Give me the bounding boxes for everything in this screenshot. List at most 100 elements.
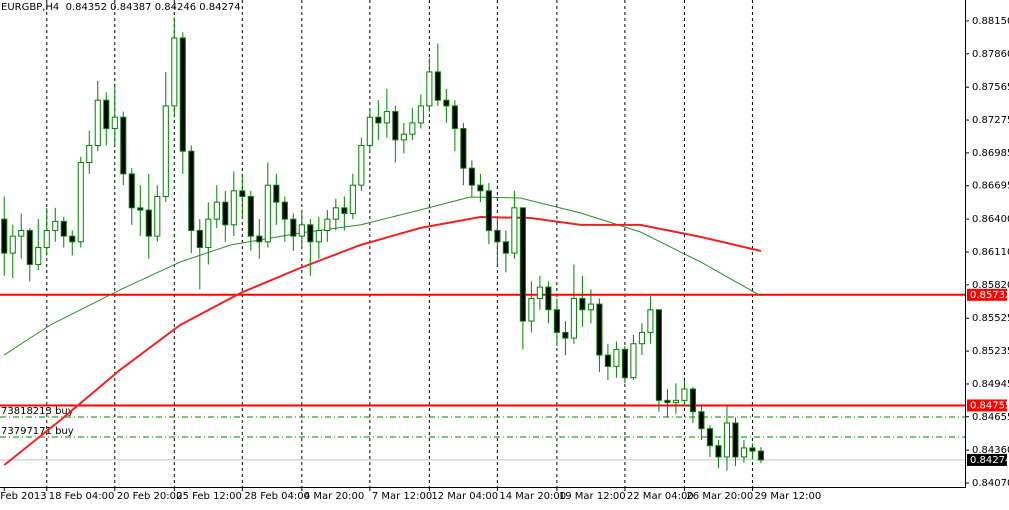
candle-body [298, 224, 305, 237]
bid-label-box [967, 453, 1007, 466]
candle-body [400, 133, 407, 141]
candle-body [188, 150, 195, 231]
y-tick-label: 0.84655 [972, 412, 1009, 423]
candle-body [77, 162, 84, 243]
x-tick-label: Feb 2013 [0, 491, 46, 502]
moving-average [3, 215, 762, 466]
candle-body [69, 235, 76, 243]
candle-body [698, 411, 705, 430]
x-tick-label: 7 Mar 12:00 [372, 491, 432, 502]
y-tick-label: 0.85525 [972, 313, 1009, 324]
candle-body [137, 207, 144, 211]
candle-body [664, 399, 671, 404]
candle-body [307, 224, 314, 243]
y-tick-label: 0.87275 [972, 115, 1009, 126]
candle-body [222, 201, 229, 226]
candle-body [103, 99, 110, 130]
candle-body [281, 201, 288, 220]
candle-body [587, 303, 594, 311]
candle-body [689, 388, 696, 413]
level-label: 0.85732 [970, 290, 1009, 301]
order-label: 73797171 buy [1, 426, 74, 437]
level-label-box [967, 399, 1007, 412]
candle-body [18, 229, 25, 237]
candle-body [638, 331, 645, 345]
candle-body [681, 388, 688, 401]
candle-body [179, 37, 186, 152]
x-tick-label: 19 Mar 12:00 [559, 491, 626, 502]
candle-body [375, 116, 382, 124]
candle-body [553, 309, 560, 333]
x-tick-label: 12 Mar 04:00 [431, 491, 498, 502]
candle-body [417, 105, 424, 124]
bid-label: 0.84274 [970, 455, 1009, 466]
candle-body [519, 207, 526, 322]
candle-body [332, 207, 339, 220]
candle-body [426, 71, 433, 107]
candle-body [358, 145, 365, 186]
candle-body [579, 297, 586, 311]
order-label: 73818213 buy [1, 406, 74, 417]
candle-body [757, 450, 764, 461]
candle-body [341, 207, 348, 214]
candle-body [247, 195, 254, 237]
candle-body [732, 422, 739, 458]
candle-body [273, 184, 280, 203]
candle-body [494, 229, 501, 243]
candle-body [647, 309, 654, 333]
candle-body [26, 229, 33, 265]
candle-body [94, 99, 101, 147]
x-tick-label: 29 Mar 12:00 [754, 491, 821, 502]
candle-body [383, 111, 390, 124]
candle-body [545, 286, 552, 311]
candle-body [43, 229, 50, 248]
candle-body [256, 235, 263, 243]
candle-body [196, 229, 203, 248]
candle-body [655, 309, 662, 401]
x-tick-label: 25 Feb 12:00 [176, 491, 242, 502]
candle-body [162, 105, 169, 197]
candle-body [451, 105, 458, 130]
moving-average [4, 196, 762, 356]
candle-body [366, 116, 373, 147]
level-label: 0.84755 [970, 400, 1009, 411]
candle-body [52, 220, 59, 231]
candle-body [324, 218, 331, 231]
x-tick-label: 20 Feb 20:00 [117, 491, 183, 502]
candle-body [409, 122, 416, 135]
candle-body [392, 111, 399, 141]
candle-body [239, 190, 246, 197]
candle-body [604, 354, 611, 367]
candle-body [349, 184, 356, 214]
candle-body [621, 348, 628, 379]
candle-body [485, 190, 492, 231]
candle-body [502, 241, 509, 254]
candle-body [706, 428, 713, 447]
x-tick-label: 14 Mar 20:00 [499, 491, 566, 502]
candle-body [1, 218, 8, 254]
candle-body [290, 218, 297, 237]
candle-body [562, 331, 569, 339]
candle-body [460, 128, 467, 169]
candle-body [740, 447, 747, 458]
x-tick-label: 26 Mar 20:00 [686, 491, 753, 502]
candle-body [171, 37, 178, 107]
candle-body [630, 343, 637, 379]
candle-body [154, 195, 161, 237]
candle-body [35, 246, 42, 265]
candle-body [86, 145, 93, 164]
candle-body [468, 167, 475, 186]
candle-body [749, 447, 756, 452]
candle-body [477, 184, 484, 192]
chart-title: EURGBP,H4 0.84352 0.84387 0.84246 0.8427… [1, 2, 241, 13]
y-tick-label: 0.85235 [972, 346, 1009, 357]
candle-body [111, 116, 118, 130]
candle-body [315, 229, 322, 243]
